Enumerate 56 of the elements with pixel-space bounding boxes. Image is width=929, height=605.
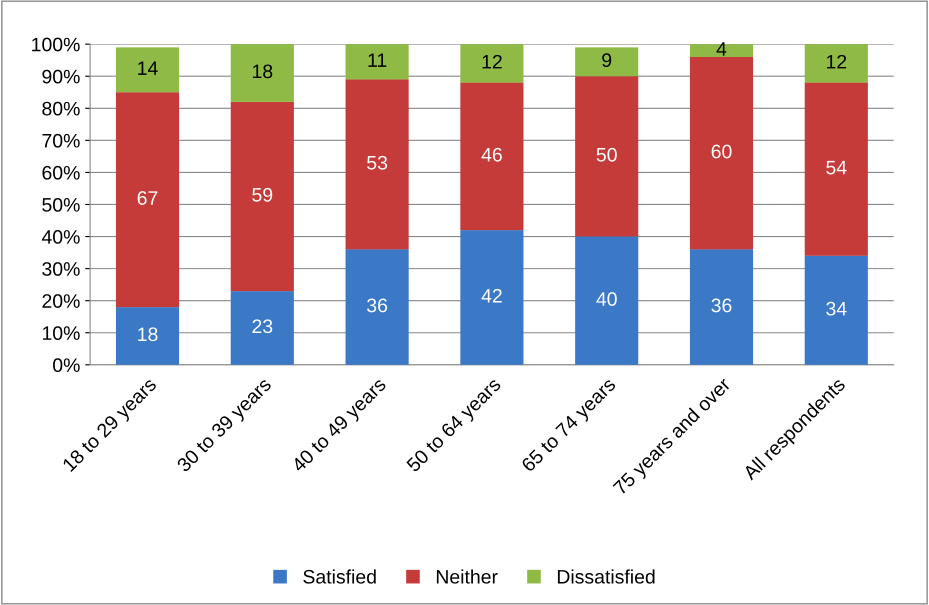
bar [575,76,638,237]
data-label: 50 [596,148,617,162]
y-tick-label: 50% [42,198,80,212]
y-tick-label: 60% [42,166,80,180]
y-tick-label: 100% [32,38,80,52]
data-label: 36 [711,298,732,312]
bar [460,230,524,365]
bar [804,82,868,256]
y-tick-label: 20% [42,294,80,308]
data-label: 11 [368,53,386,67]
bar [346,249,409,365]
data-label: 12 [482,54,502,68]
legend-label: Dissatisfied [558,569,654,584]
data-label: 54 [826,160,847,174]
bar [460,44,524,83]
bar [116,92,180,308]
data-label: 53 [367,156,388,170]
bar [690,56,754,250]
bar [230,44,294,102]
data-label: 23 [252,319,272,334]
data-label: 59 [252,188,272,202]
y-tick-label: 70% [42,134,80,148]
bar [690,44,754,57]
bar [116,47,180,92]
bar [804,256,868,365]
y-tick-label: 90% [42,70,80,84]
data-label: 18 [138,327,158,342]
bar [804,44,868,83]
y-tick-label: 30% [42,262,80,276]
data-label: 14 [138,61,158,75]
data-label: 34 [826,302,847,316]
data-label: 12 [826,54,846,68]
legend-label: Neither [436,569,498,584]
data-label: 67 [138,191,158,205]
data-label: 60 [712,144,732,158]
data-label: 46 [482,148,502,162]
bar [230,291,294,365]
data-label: 9 [602,53,612,68]
y-tick-label: 80% [42,102,80,116]
bar [575,236,638,365]
y-tick-label: 10% [42,326,80,340]
y-tick-label: 40% [42,230,80,244]
bar [116,307,180,365]
legend-label: Satisfied [303,569,376,584]
y-tick-label: 0% [53,358,80,372]
bar [575,47,638,76]
data-label: 40 [596,292,617,306]
data-label: 36 [367,298,388,312]
bar [690,249,754,365]
bar [346,79,409,250]
data-label: 42 [482,288,502,303]
bar [346,44,409,80]
data-label: 18 [252,64,272,78]
bar [460,82,524,230]
data-label: 4 [716,42,726,56]
bar [230,102,294,292]
